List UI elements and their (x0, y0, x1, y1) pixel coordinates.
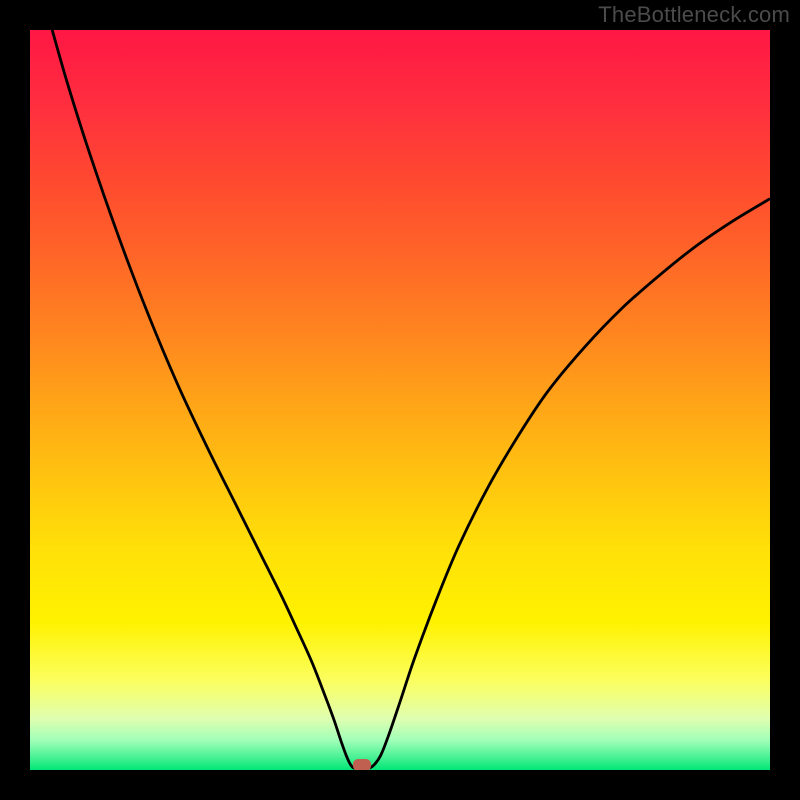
watermark-text: TheBottleneck.com (598, 2, 790, 28)
minimum-marker (353, 759, 371, 770)
plot-area (30, 30, 770, 770)
bottleneck-curve (52, 30, 770, 769)
curve-layer (30, 30, 770, 770)
